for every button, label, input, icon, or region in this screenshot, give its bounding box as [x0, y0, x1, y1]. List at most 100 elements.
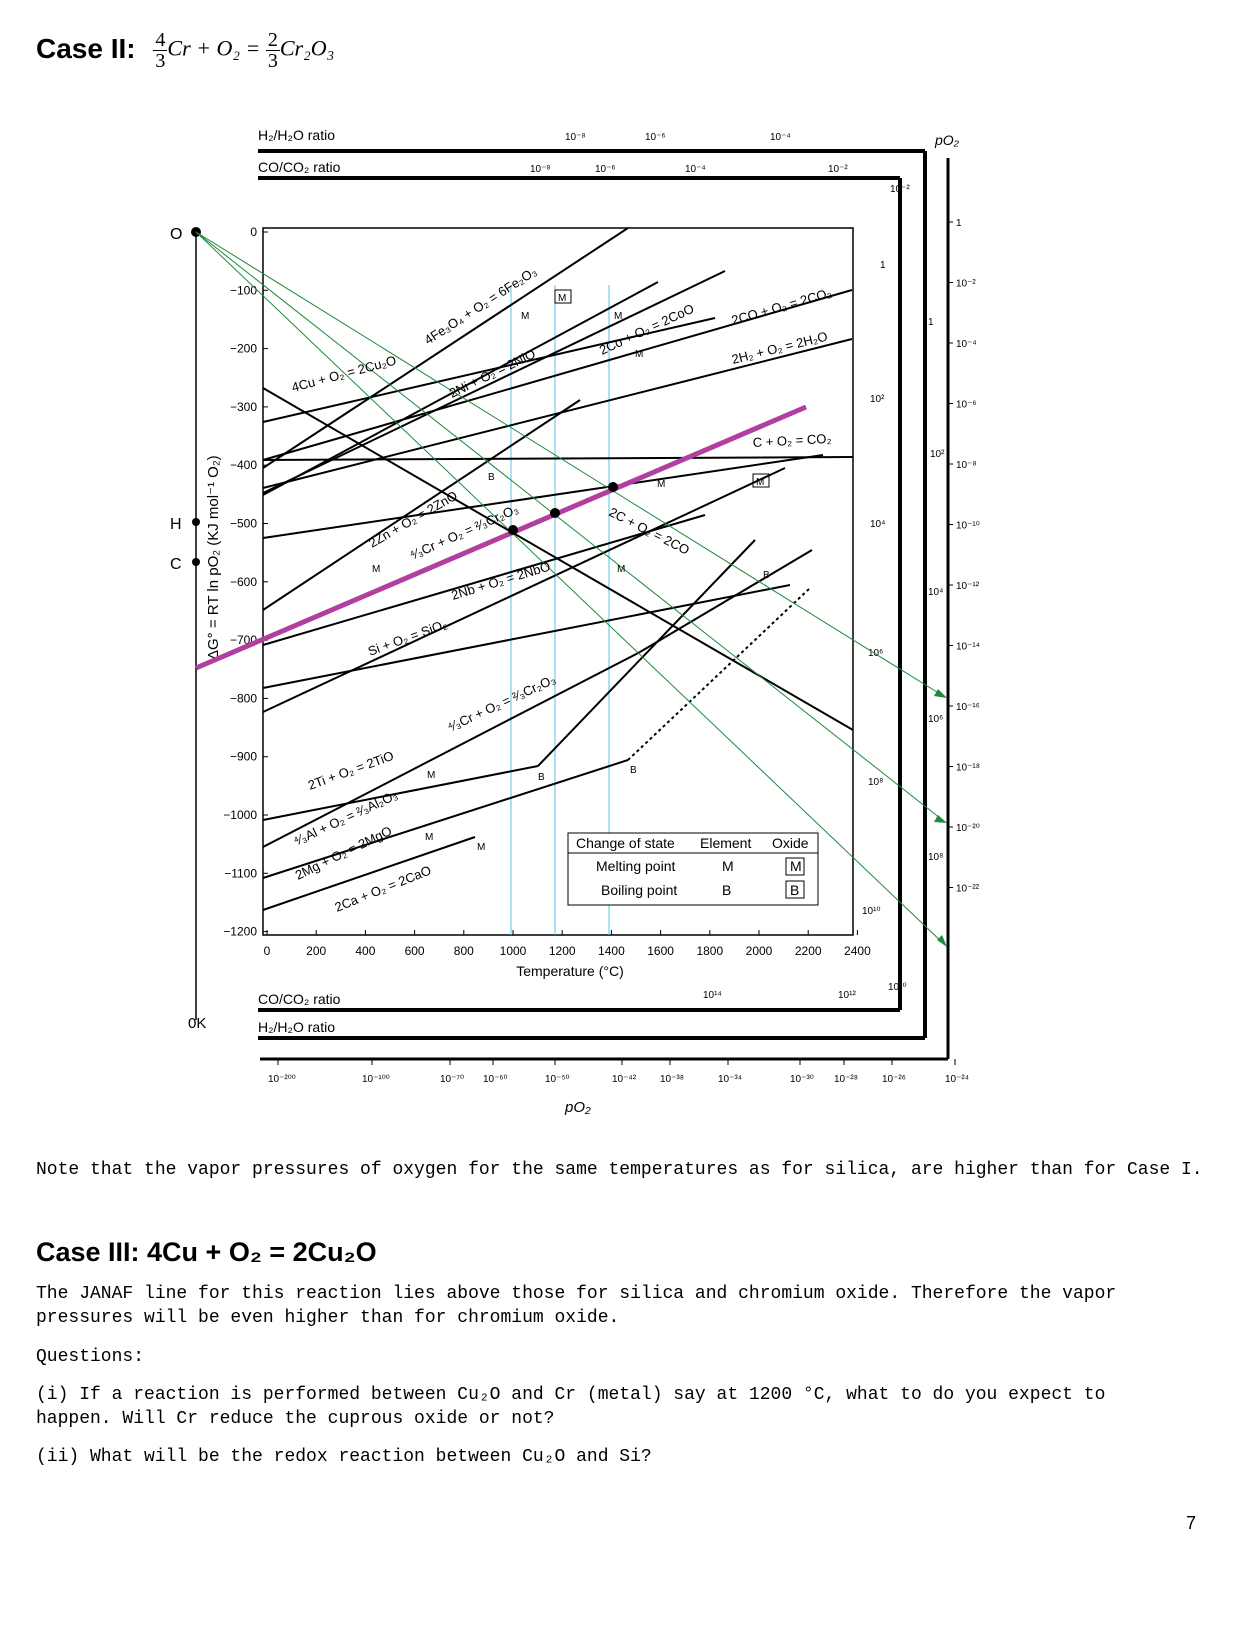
- x-tick-label: 2200: [795, 944, 822, 958]
- y-tick-label: 0: [250, 225, 257, 239]
- h2-right-tick: 10²: [870, 394, 885, 405]
- svg-text:M: M: [521, 311, 529, 322]
- po2-right-tick: 1: [956, 218, 962, 229]
- co-top-tick: 10⁻⁴: [685, 164, 706, 175]
- x-tick-label: 1600: [647, 944, 674, 958]
- svg-text:B: B: [538, 772, 545, 783]
- h2-right-tick: 10¹⁰: [862, 906, 880, 917]
- intersection-points: [508, 482, 618, 535]
- y-tick-label: −100: [230, 283, 257, 297]
- x-tick-label: 0: [264, 944, 271, 958]
- po2-right-tick: 10⁻²⁰: [956, 823, 980, 834]
- state-change-markers: M M M B M M B M M B B M M M M: [372, 289, 770, 853]
- y-tick-label: −300: [230, 400, 257, 414]
- x-tick-label: 2400: [844, 944, 871, 958]
- po2-bottom-tick: 10⁻³⁰: [790, 1074, 814, 1085]
- label-fe: 4Fe₃O₄ + O₂ = 6Fe₂O₃: [421, 264, 539, 348]
- svg-text:M: M: [427, 770, 435, 781]
- y-tick-label: −1200: [223, 925, 257, 939]
- h2-ratio-label: H₂/H₂O ratio: [258, 127, 335, 143]
- po2-right-tick: 10⁻²²: [956, 884, 980, 895]
- case-2-title: Case II:: [36, 32, 136, 64]
- po2-right-tick: 10⁻²: [956, 279, 976, 290]
- po2-ray-arrows: [934, 689, 947, 947]
- x-tick-label: 600: [405, 944, 425, 958]
- svg-text:M: M: [635, 349, 643, 360]
- question-2: (ii) What will be the redox reaction bet…: [36, 1447, 652, 1467]
- x-tick-label: 2000: [746, 944, 773, 958]
- co-right-tick: 10²: [930, 449, 945, 460]
- zero-k-label: 0K: [188, 1015, 206, 1032]
- svg-text:M: M: [372, 564, 380, 575]
- po2-bottom-tick: 10⁻⁶⁰: [483, 1074, 508, 1085]
- co-ratio-bottom-label: CO/CO₂ ratio: [258, 991, 341, 1007]
- svg-text:M: M: [425, 832, 433, 843]
- y-tick-label: −600: [230, 575, 257, 589]
- x-tick-label: 800: [454, 944, 474, 958]
- temperature-guides: [510, 285, 610, 935]
- co-ratio-label: CO/CO₂ ratio: [258, 159, 341, 175]
- label-si: Si + O₂ = SiO₂: [366, 616, 449, 659]
- label-ni: 2Ni + O₂ = 2NiO: [447, 346, 538, 401]
- po2-right-tick: 10⁻¹⁸: [956, 763, 980, 774]
- svg-text:M: M: [657, 479, 665, 490]
- label-ca: 2Ca + O₂ = 2CaO: [333, 862, 434, 914]
- po2-bottom-tick: 10⁻²⁰⁰: [268, 1074, 296, 1085]
- y-axis-label: ΔG° = RT ln pO₂ (KJ mol⁻¹ O₂): [205, 455, 222, 660]
- svg-text:Melting point: Melting point: [596, 858, 675, 874]
- po2-bottom-label: pO₂: [564, 1099, 591, 1116]
- case-3-paragraph: The JANAF line for this reaction lies ab…: [36, 1284, 1127, 1328]
- po2-right-tick: 10⁻¹²: [956, 581, 980, 592]
- svg-text:Boiling point: Boiling point: [601, 882, 677, 898]
- h2-right-tick: 1: [880, 260, 886, 271]
- po2-bottom-tick: 10⁻³⁸: [660, 1074, 684, 1085]
- y-tick-label: −800: [230, 691, 257, 705]
- state-legend: Change of state Element Oxide Melting po…: [567, 832, 819, 906]
- po2-rays: [195, 231, 946, 946]
- co-right-tick: 10⁸: [928, 852, 943, 863]
- svg-text:B: B: [763, 570, 770, 581]
- po2-bottom-tick: 10⁻³⁴: [718, 1074, 742, 1085]
- svg-text:B: B: [488, 472, 495, 483]
- h2-right-tick: 10⁻²: [890, 184, 910, 195]
- y-tick-label: −500: [230, 517, 257, 531]
- x-tick-label: 1800: [696, 944, 723, 958]
- co-right-tick: 10⁶: [928, 714, 943, 725]
- y-tick-labels: 0−100−200−300−400−500−600−700−800−900−10…: [223, 225, 268, 939]
- marker-o: O: [170, 226, 182, 243]
- questions-heading: Questions:: [36, 1347, 145, 1367]
- h2-right-tick: 10⁴: [870, 519, 885, 530]
- marker-c: C: [170, 556, 182, 573]
- svg-text:B: B: [722, 882, 731, 898]
- ellingham-diagram: H₂/H₂O ratio CO/CO₂ ratio pO₂ CO/CO₂ rat…: [170, 127, 980, 1116]
- po2-right-tick: 10⁻⁶: [956, 400, 977, 411]
- y-tick-label: −900: [230, 750, 257, 764]
- x-axis-label: Temperature (°C): [516, 963, 624, 979]
- y-tick-label: −1000: [223, 808, 257, 822]
- x-tick-labels: 0 200 400 600 800 1000 1200 1400 1600 1800 2000 220…: [264, 930, 871, 958]
- h2-right-tick: 10⁸: [868, 777, 883, 788]
- co-right-tick: 1: [928, 317, 934, 328]
- case-3-heading: Case III: 4Cu + O₂ = 2Cu₂O: [36, 1237, 377, 1267]
- co-top-tick: 10⁻²: [828, 164, 848, 175]
- svg-text:M: M: [477, 842, 485, 853]
- h2-top-tick: 10⁻⁸: [565, 132, 586, 143]
- po2-right-tick: 10⁻¹⁰: [956, 521, 980, 532]
- scale-tick-labels: 10⁻⁸ 10⁻⁶ 10⁻⁴ 10⁻⁸ 10⁻⁶ 10⁻⁴ 10⁻² 10⁻² 1 10² 10⁴ 1…: [268, 132, 980, 1085]
- case-2-line: [195, 404, 807, 671]
- po2-bottom-tick: 10⁻⁴²: [612, 1074, 637, 1085]
- label-cu: 4Cu + O₂ = 2Cu₂O: [290, 353, 398, 395]
- po2-bottom-tick: 10⁻⁵⁰: [545, 1074, 570, 1085]
- page-number: 7: [1185, 1513, 1196, 1533]
- svg-text:M: M: [558, 293, 566, 304]
- po2-bottom-tick: 10⁻²⁶: [882, 1074, 906, 1085]
- y-tick-label: −1100: [224, 866, 257, 880]
- svg-text:Change of state: Change of state: [576, 835, 675, 851]
- po2-bottom-tick: 10⁻⁷⁰: [440, 1074, 464, 1085]
- svg-text:M: M: [614, 311, 622, 322]
- label-cco: 2C + O₂ = 2CO: [607, 504, 692, 557]
- svg-text:Oxide: Oxide: [772, 835, 809, 851]
- y-tick-label: −400: [230, 458, 257, 472]
- po2-top-label: pO₂: [934, 132, 960, 148]
